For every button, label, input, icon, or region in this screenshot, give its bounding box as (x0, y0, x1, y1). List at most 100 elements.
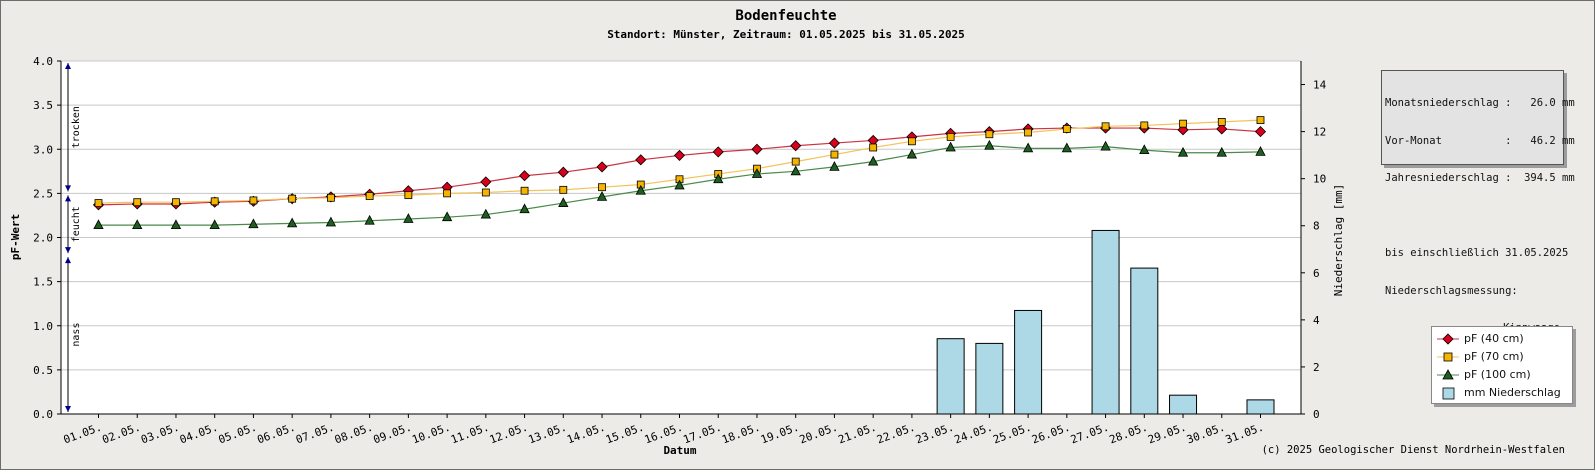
data-point-triangle (829, 161, 840, 171)
data-point-square (598, 183, 606, 192)
arrow-down-icon (65, 185, 71, 192)
y-tick-label: 1.5 (33, 276, 53, 289)
precipitation-bar (1091, 229, 1120, 415)
x-tick-label: 17.05. (681, 421, 723, 447)
data-point-triangle (170, 219, 182, 230)
y-tick-label: 0.5 (33, 364, 53, 377)
y-tick-label: 3.0 (33, 143, 53, 156)
data-point-square (210, 197, 219, 206)
x-tick-label: 28.05. (1108, 421, 1150, 447)
arrow-up-icon (65, 257, 71, 264)
data-point-triangle (984, 139, 995, 150)
data-point-square (326, 193, 335, 202)
precipitation-bar (975, 342, 1004, 415)
x-tick-label: 22.05. (875, 421, 917, 447)
data-point-square (1256, 116, 1265, 125)
legend-label: mm Niederschlag (1464, 386, 1561, 399)
x-tick-label: 08.05. (333, 421, 375, 447)
x-tick-label: 04.05. (178, 421, 220, 447)
x-tick-label: 12.05. (488, 421, 530, 447)
diamond-marker-icon (1437, 333, 1459, 345)
bar-swatch-icon (1442, 387, 1455, 400)
data-point-triangle (519, 203, 530, 214)
data-point-triangle (713, 173, 724, 184)
x-tick-label: 01.05. (62, 421, 104, 447)
data-point-diamond (712, 146, 724, 158)
data-point-triangle (906, 148, 918, 159)
x-tick-label: 23.05. (914, 421, 956, 447)
y2-axis-label: Niederschlag [mm] (1332, 184, 1345, 297)
data-point-diamond (673, 149, 686, 161)
y2-tick-label: 8 (1313, 220, 1320, 233)
data-point-diamond (480, 176, 492, 188)
data-point-triangle (1022, 142, 1034, 153)
zone-label: nass (71, 323, 82, 347)
legend-item-pf-100: pF (100 cm) (1432, 366, 1572, 384)
triangle-marker-icon (1437, 369, 1459, 380)
data-point-triangle (868, 155, 879, 166)
y-tick-label: 4.0 (33, 55, 53, 68)
chart-legend: pF (40 cm) pF (70 cm) pF (100 cm) mm Nie… (1431, 326, 1573, 404)
data-point-triangle (1255, 146, 1266, 156)
x-tick-label: 03.05. (139, 421, 181, 447)
data-point-diamond (1216, 123, 1228, 135)
stats-line (1385, 210, 1560, 223)
y2-tick-label: 12 (1313, 126, 1326, 139)
data-point-diamond (751, 143, 763, 155)
legend-item-pf-40: pF (40 cm) (1432, 330, 1572, 348)
precipitation-bar (1014, 309, 1043, 415)
data-point-square (830, 150, 839, 159)
y2-tick-label: 2 (1313, 361, 1320, 374)
data-point-diamond (635, 154, 647, 166)
stats-line: Monatsniederschlag : 26.0 mm (1385, 97, 1575, 109)
data-point-square (94, 199, 103, 207)
data-point-triangle (132, 219, 143, 230)
arrow-down-icon (65, 406, 71, 412)
data-point-square (559, 185, 568, 194)
y-tick-label: 2.0 (33, 232, 53, 245)
legend-label: pF (40 cm) (1464, 332, 1524, 345)
x-tick-label: 06.05. (255, 421, 297, 447)
x-tick-label: 09.05. (372, 421, 414, 447)
data-point-square (481, 188, 490, 197)
data-point-diamond (790, 140, 802, 152)
legend-item-precipitation: mm Niederschlag (1432, 384, 1572, 402)
data-point-triangle (596, 191, 608, 201)
x-tick-label: 21.05. (836, 421, 878, 447)
y-tick-label: 1.0 (33, 320, 53, 333)
data-point-square (1101, 122, 1110, 131)
data-point-triangle (248, 218, 259, 229)
data-point-triangle (1061, 142, 1072, 153)
data-point-diamond (1254, 126, 1267, 138)
x-tick-label: 19.05. (759, 421, 801, 447)
y-axis-label: pF-Wert (9, 214, 22, 260)
arrow-up-icon (65, 195, 71, 202)
y-tick-label: 3.5 (33, 99, 53, 112)
data-point-square (908, 137, 916, 146)
x-tick-label: 14.05. (565, 421, 607, 447)
x-axis-label: Datum (663, 444, 696, 457)
y2-tick-label: 0 (1313, 408, 1320, 421)
x-tick-label: 11.05. (449, 421, 491, 447)
data-point-triangle (209, 219, 220, 230)
stats-line: bis einschließlich 31.05.2025 (1385, 247, 1569, 259)
legend-label: pF (100 cm) (1464, 368, 1531, 381)
arrow-down-icon (65, 247, 71, 254)
data-point-square (869, 143, 878, 152)
data-point-square (172, 198, 180, 207)
chart-subtitle: Standort: Münster, Zeitraum: 01.05.2025 … (607, 28, 965, 41)
data-point-triangle (1100, 140, 1111, 151)
precipitation-bar (936, 338, 965, 415)
x-tick-label: 18.05. (720, 421, 762, 447)
data-point-square (404, 191, 413, 200)
legend-item-pf-70: pF (70 cm) (1432, 348, 1572, 366)
x-tick-label: 20.05. (798, 421, 840, 447)
x-tick-label: 27.05. (1069, 421, 1111, 447)
data-point-triangle (364, 214, 375, 225)
x-tick-label: 30.05. (1185, 421, 1227, 447)
data-point-square (443, 189, 452, 198)
data-point-triangle (480, 208, 491, 219)
data-point-square (985, 130, 994, 139)
